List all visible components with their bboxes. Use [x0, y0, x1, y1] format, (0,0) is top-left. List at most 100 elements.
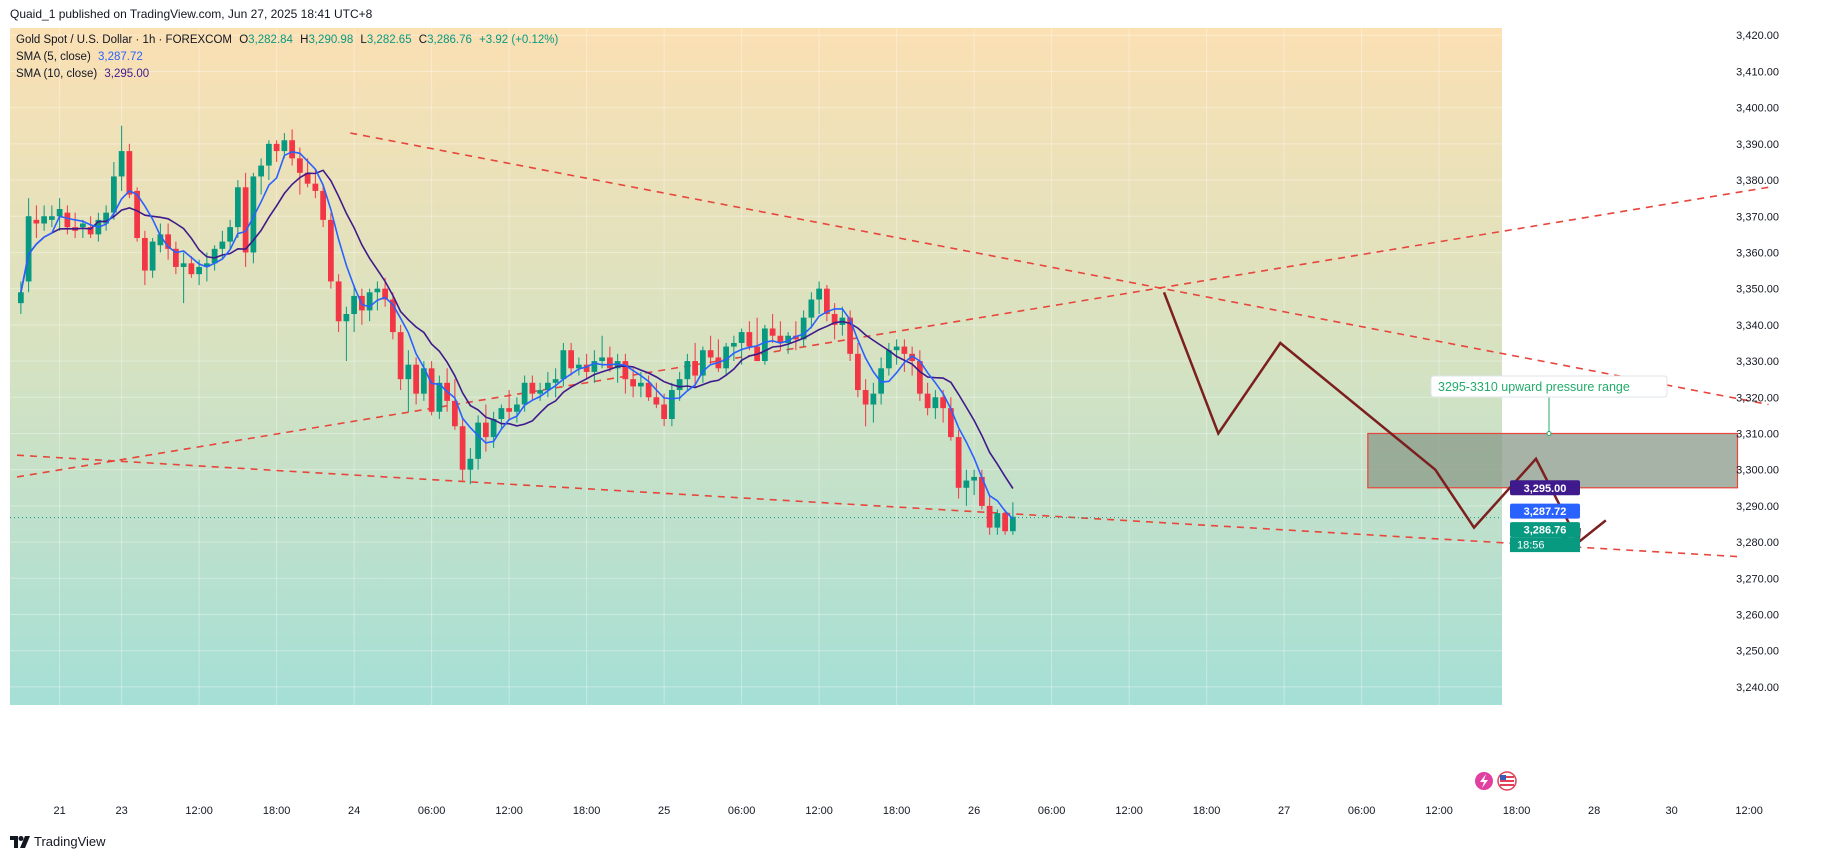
us-flag-icon[interactable] — [1497, 771, 1517, 791]
candle-body — [80, 223, 86, 228]
time-tick-label: 12:00 — [185, 805, 213, 817]
countdown-text: 18:56 — [1517, 540, 1545, 552]
candle-body — [157, 234, 164, 246]
grid-lines — [10, 28, 1750, 705]
time-tick-label: 06:00 — [1348, 805, 1376, 817]
high-value: 3,290.98 — [308, 34, 353, 46]
candle-body — [475, 422, 481, 459]
candle-body — [142, 237, 148, 271]
candle-body — [847, 317, 853, 354]
sma10-price-tag-text: 3,295.00 — [1524, 483, 1567, 495]
candle-body — [196, 266, 202, 275]
price-tick-label: 3,350.00 — [1736, 284, 1779, 296]
price-tick-label: 3,410.00 — [1736, 66, 1779, 78]
time-tick-label: 18:00 — [573, 805, 601, 817]
time-tick-label: 18:00 — [883, 805, 911, 817]
candle-body — [126, 151, 133, 195]
price-tick-label: 3,400.00 — [1736, 103, 1779, 115]
candle-body — [793, 335, 799, 340]
candle-body — [134, 190, 140, 238]
chart-legend: Gold Spot / U.S. Dollar · 1h · FOREXCOM … — [16, 34, 559, 80]
time-tick-label: 30 — [1666, 805, 1678, 817]
candle-body — [1010, 516, 1016, 532]
candle-body — [707, 350, 714, 358]
candle-body — [645, 382, 652, 398]
price-tick-label: 3,420.00 — [1736, 30, 1779, 42]
candle-body — [731, 342, 737, 347]
candlestick-chart[interactable]: 3295-3310 upward pressure range 3,240.00… — [10, 28, 1824, 823]
candle-body — [963, 480, 970, 488]
candle-body — [266, 143, 272, 166]
countdown-tag — [1510, 537, 1580, 553]
candle-body — [413, 364, 419, 394]
candle-body — [335, 281, 342, 322]
sma10-line — [20, 169, 1014, 489]
time-tick-label: 18:00 — [263, 805, 291, 817]
time-tick-label: 12:00 — [1115, 805, 1143, 817]
candle-body — [560, 350, 567, 380]
chart-area[interactable]: 3295-3310 upward pressure range 3,240.00… — [10, 28, 1824, 823]
candle-body — [824, 288, 830, 315]
svg-text:Gold Spot / U.S. Dollar · 1h ·: Gold Spot / U.S. Dollar · 1h · FOREXCOM … — [16, 34, 559, 46]
candle-body — [971, 476, 977, 481]
pressure-zone-box — [1367, 432, 1739, 489]
candle-body — [227, 227, 233, 242]
tradingview-logo[interactable]: TradingView — [10, 834, 106, 849]
lightning-icon[interactable] — [1475, 772, 1493, 790]
candle-body — [111, 176, 117, 213]
time-tick-label: 27 — [1278, 805, 1290, 817]
candle-body — [692, 361, 698, 376]
low-value: 3,282.65 — [367, 34, 412, 46]
candle-body — [297, 158, 303, 173]
candle-body — [552, 379, 559, 383]
time-tick-label: 25 — [658, 805, 670, 817]
candle-body — [831, 314, 838, 325]
time-tick-label: 26 — [968, 805, 980, 817]
last-price-tag-text: 3,286.76 — [1524, 525, 1567, 537]
candle-body — [506, 408, 512, 412]
candle-body — [382, 288, 388, 300]
candle-body — [452, 400, 458, 427]
candle-body — [583, 364, 590, 372]
time-tick-label: 18:00 — [1193, 805, 1221, 817]
candle-body — [312, 183, 319, 191]
candle-body — [436, 382, 443, 412]
candle-body — [622, 361, 629, 380]
price-axis[interactable]: 3,240.00 3,250.00 3,260.00 3,270.00 3,280.00… — [1736, 30, 1779, 694]
price-tags: 3,295.00 3,287.72 3,286.76 18:56 — [1510, 480, 1580, 553]
candle-body — [366, 292, 373, 311]
event-icons[interactable] — [1475, 771, 1517, 791]
candle-body — [180, 263, 187, 267]
sma5-price-tag-text: 3,287.72 — [1524, 506, 1567, 518]
candle-body — [661, 404, 667, 419]
svg-text:SMA (5, close) 3,287.7: SMA (5, close) 3,287.72 — [16, 51, 143, 63]
sma10-label: SMA (10, close) — [16, 68, 97, 80]
open-value: 3,282.84 — [248, 34, 293, 46]
price-tick-label: 3,370.00 — [1736, 211, 1779, 223]
candle-body — [769, 328, 776, 336]
candle-body — [421, 368, 427, 394]
time-tick-label: 12:00 — [1425, 805, 1453, 817]
change-value: +3.92 (+0.12%) — [479, 34, 558, 46]
candle-body — [808, 299, 815, 318]
candle-body — [762, 328, 768, 362]
candle-body — [467, 458, 474, 470]
time-axis[interactable]: 21 23 12:00 18:00 24 06:00 12:00 18:00 25 06:00 12… — [54, 805, 1763, 817]
candle-body — [343, 314, 350, 322]
time-tick-label: 06:00 — [1038, 805, 1066, 817]
price-tick-label: 3,300.00 — [1736, 465, 1779, 477]
candle-body — [188, 263, 195, 275]
candle-body — [289, 140, 295, 159]
sma10-price-tag — [1510, 480, 1580, 496]
candle-body — [211, 248, 218, 264]
annotation-text: 3295-3310 upward pressure range — [1438, 380, 1630, 394]
candle-body — [800, 317, 807, 340]
resistance-zone — [1367, 432, 1739, 489]
candle-body — [397, 332, 404, 380]
candle-body — [700, 350, 706, 376]
symbol-name: Gold Spot / U.S. Dollar · 1h · FOREXCOM — [16, 34, 232, 46]
candle-body — [777, 335, 784, 343]
candle-body — [738, 332, 745, 343]
candle-body — [235, 187, 241, 228]
time-tick-label: 18:00 — [1503, 805, 1531, 817]
